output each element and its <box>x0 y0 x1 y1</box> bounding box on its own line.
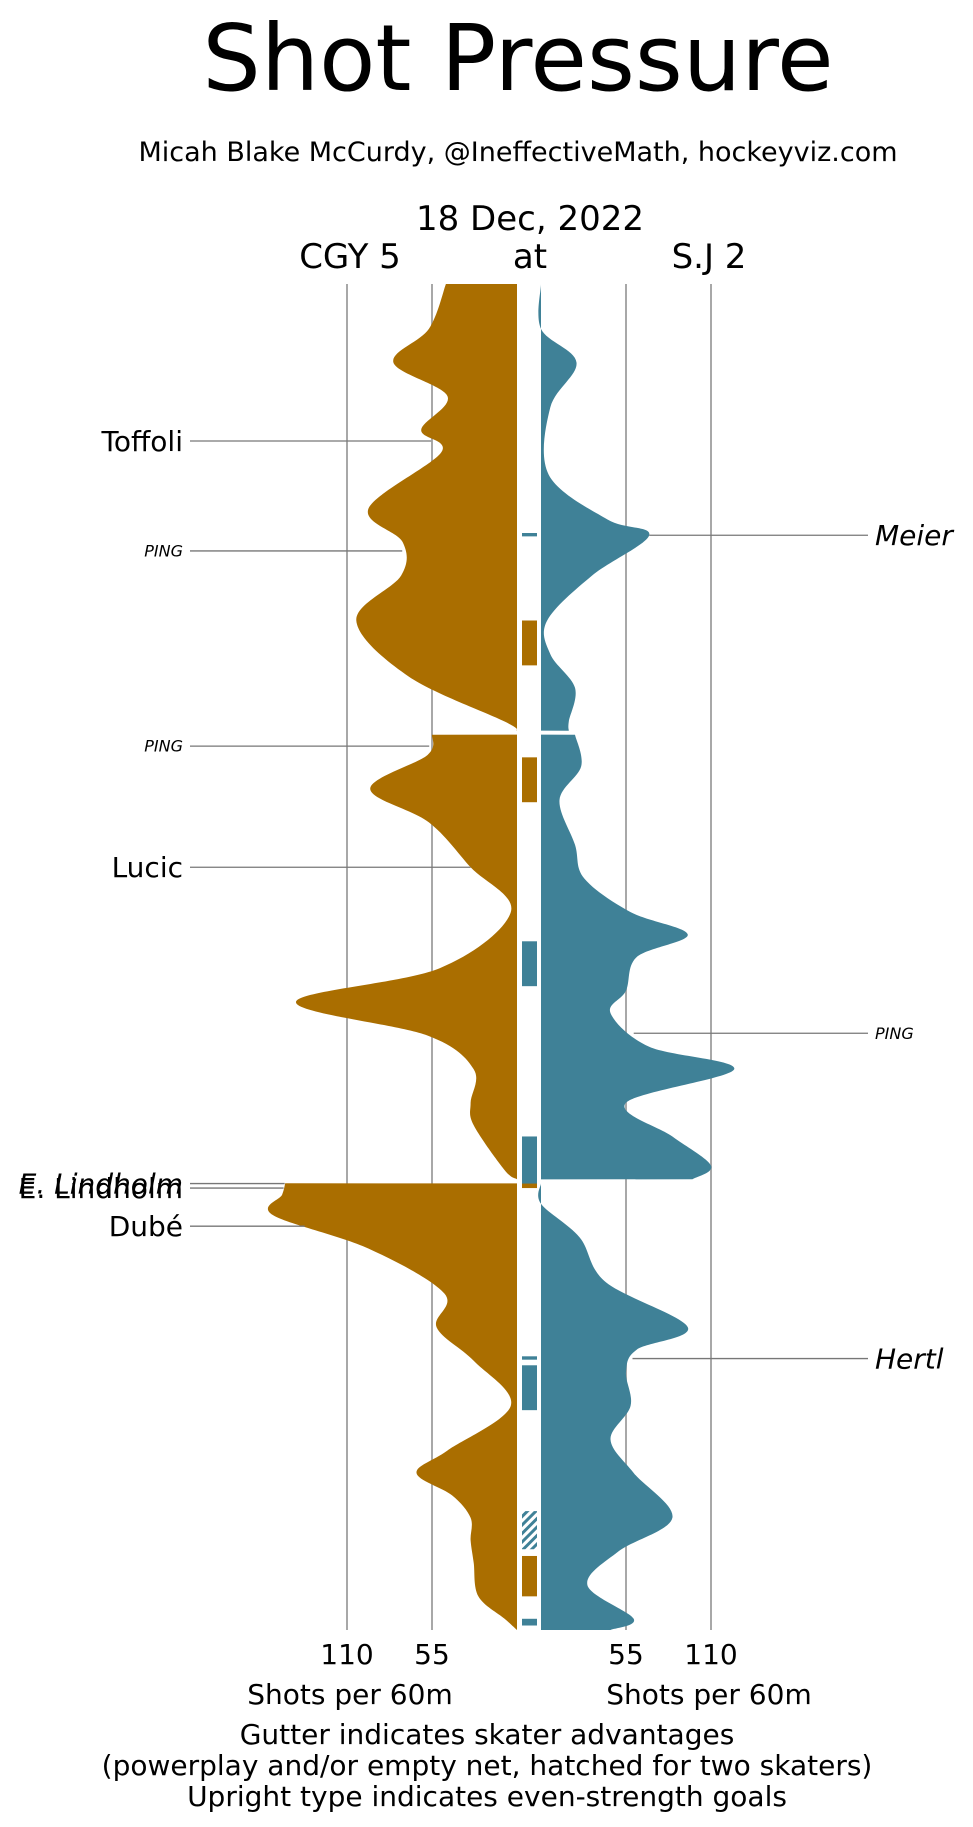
gutter-bar-cgy-9 <box>522 1555 537 1597</box>
goal-label: Meier <box>875 519 954 552</box>
tick-label-right: 55 <box>608 1638 644 1671</box>
goal-label: PING <box>144 737 183 756</box>
goal-label: Dubé <box>109 1210 183 1243</box>
goal-label: E. Lindholm <box>19 1172 183 1205</box>
goal-label: E. Lindholm <box>19 1167 183 1200</box>
gutter-bar-sj-10 <box>522 1618 537 1626</box>
game-date: 18 Dec, 2022 <box>416 199 644 239</box>
gutter-bar-sj-8 <box>522 1511 537 1550</box>
goal-label: Toffoli <box>101 425 183 458</box>
sj-area-period-1 <box>538 284 650 731</box>
cgy-area-period-2 <box>295 734 517 1180</box>
goal-label: Lucic <box>112 851 183 884</box>
gutter-bar-cgy-2 <box>522 757 537 803</box>
footnote-3: Upright type indicates even-strength goa… <box>187 1780 787 1813</box>
goal-label: PING <box>875 1024 914 1043</box>
gutter-bar-sj-3 <box>522 941 537 987</box>
cgy-area-period-1 <box>356 284 517 731</box>
gutter-bar-sj-0 <box>522 533 537 537</box>
chart-title: Shot Pressure <box>202 5 833 112</box>
goal-label: Hertl <box>875 1342 944 1375</box>
gutter-bar-sj-6 <box>522 1356 537 1360</box>
cgy-area-period-3 <box>267 1183 517 1630</box>
away-team-score: CGY 5 <box>299 237 401 277</box>
footnote-1: Gutter indicates skater advantages <box>240 1718 735 1751</box>
pressure-areas <box>267 284 735 1630</box>
tick-label-left: 110 <box>320 1638 373 1671</box>
axis-ticks: 110 110 55 55 <box>320 1638 737 1671</box>
chart-subtitle: Micah Blake McCurdy, @IneffectiveMath, h… <box>138 137 897 168</box>
gutter-bar-cgy-1 <box>522 620 537 666</box>
gutter-bar-sj-7 <box>522 1365 537 1411</box>
sj-area-period-3 <box>538 1183 689 1630</box>
footnote-2: (powerplay and/or empty net, hatched for… <box>102 1749 873 1782</box>
home-team-score: S.J 2 <box>672 237 747 277</box>
x-axis-label-left: Shots per 60m <box>247 1678 452 1711</box>
tick-label-left: 55 <box>414 1638 450 1671</box>
at-label: at <box>513 237 547 277</box>
goal-label: PING <box>144 542 183 561</box>
sj-area-period-2 <box>541 734 735 1180</box>
gutter-bar-cgy-5 <box>522 1183 537 1189</box>
tick-label-right: 110 <box>684 1638 737 1671</box>
x-axis-label-right: Shots per 60m <box>606 1678 811 1711</box>
advantage-gutter <box>522 533 537 1626</box>
gutter-bar-sj-4 <box>522 1136 537 1186</box>
